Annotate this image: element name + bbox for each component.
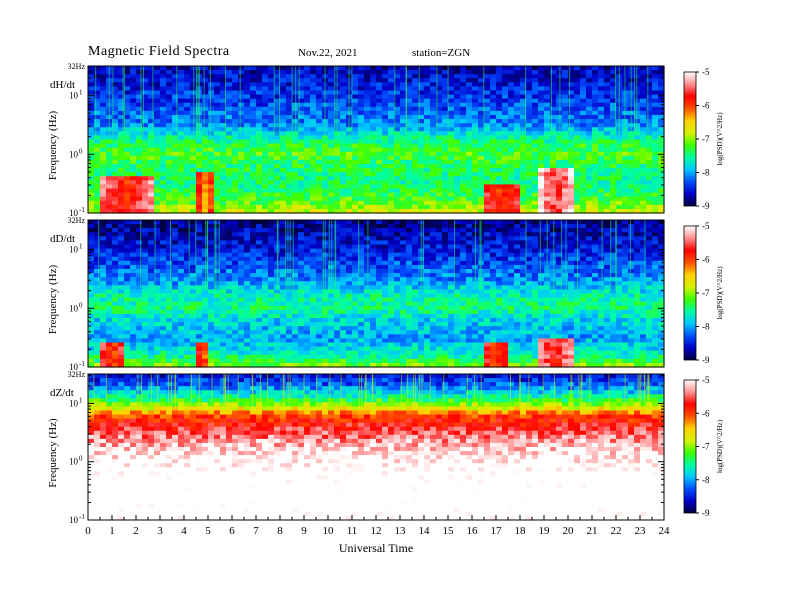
colorbar-tick-label: -9 <box>702 201 710 211</box>
x-tick-label: 14 <box>419 525 431 537</box>
colorbar-tick-label: -6 <box>702 408 710 418</box>
y-tick-exponent: 0 <box>79 301 83 309</box>
heatmap-cells <box>88 66 665 214</box>
x-tick-label: 22 <box>611 525 622 537</box>
chart-date: Nov.22, 2021 <box>298 47 358 59</box>
x-tick-label: 11 <box>347 525 358 537</box>
panel-frame <box>87 65 665 214</box>
y-ticks <box>88 67 664 214</box>
y-tick-exponent: 0 <box>79 147 83 155</box>
y-tick-exponent: -1 <box>79 513 85 521</box>
colorbar-label: log(PSD)(V^2/Hz) <box>716 266 724 320</box>
x-tick-label: 20 <box>563 525 575 537</box>
x-tick-label: 18 <box>515 525 527 537</box>
x-tick-label: 3 <box>157 525 163 537</box>
colorbar-tick-label: -5 <box>702 67 710 77</box>
x-tick-label: 7 <box>253 525 259 537</box>
x-tick-label: 6 <box>229 525 235 537</box>
x-tick-label: 4 <box>181 525 187 537</box>
y-tick-label: 32Hz <box>68 62 86 71</box>
y-tick-label: 10 <box>69 91 79 101</box>
y-axis-label: Frequency (Hz) <box>47 265 59 335</box>
y-tick-exponent: 0 <box>79 455 83 463</box>
y-tick-exponent: 1 <box>79 396 83 404</box>
y-ticks <box>88 221 664 368</box>
colorbar-tick-label: -5 <box>702 375 710 385</box>
x-tick-label: 2 <box>133 525 139 537</box>
colorbar: -5 -6 -7 -8 -9 log(PSD)(V^2/Hz) <box>683 67 724 211</box>
y-axis-label: Frequency (Hz) <box>47 418 59 488</box>
colorbar-tick-label: -5 <box>702 221 710 231</box>
colorbar-tick-label: -8 <box>702 475 710 485</box>
noise-striations <box>95 66 649 137</box>
colorbar-tick-label: -9 <box>702 355 710 365</box>
colorbar-label: log(PSD)(V^2/Hz) <box>716 419 724 473</box>
y-tick-label: 10 <box>69 515 79 525</box>
y-tick-label: 10 <box>69 362 79 372</box>
y-tick-label: 10 <box>69 303 79 313</box>
station-label: station=ZGN <box>412 47 471 59</box>
heatmap-cells <box>88 374 665 521</box>
noise-striations <box>87 374 650 410</box>
y-tick-label: 32Hz <box>68 216 86 225</box>
x-tick-label: 23 <box>635 525 647 537</box>
y-tick-exponent: -1 <box>79 206 85 214</box>
x-axis-label: Universal Time <box>339 541 413 555</box>
colorbar: -5 -6 -7 -8 -9 log(PSD)(V^2/Hz) <box>683 375 724 518</box>
y-tick-label: 10 <box>69 208 79 218</box>
heatmap-cells <box>88 220 665 368</box>
noise-striations <box>98 220 646 291</box>
y-tick-label: 32Hz <box>68 370 86 379</box>
y-tick-label: 10 <box>69 149 79 159</box>
x-tick-label: 24 <box>659 525 671 537</box>
y-tick-exponent: -1 <box>79 360 85 368</box>
x-tick-label: 16 <box>467 525 479 537</box>
x-tick-label: 12 <box>371 525 382 537</box>
colorbar-tick-label: -8 <box>702 322 710 332</box>
component-label: dH/dt <box>50 79 75 91</box>
component-label: dD/dt <box>50 233 75 245</box>
y-tick-label: 10 <box>69 457 79 467</box>
colorbar-tick-label: -6 <box>702 255 710 265</box>
x-tick-label: 15 <box>443 525 455 537</box>
x-tick-label: 13 <box>395 525 407 537</box>
colorbar-tick-label: -7 <box>702 288 710 298</box>
x-tick-label: 8 <box>277 525 283 537</box>
panel-frame <box>87 219 665 368</box>
chart-title: Magnetic Field Spectra <box>88 44 230 59</box>
colorbar-tick-label: -9 <box>702 508 710 518</box>
colorbar-tick-label: -7 <box>702 134 710 144</box>
x-tick-label: 19 <box>539 525 551 537</box>
y-axis-label: Frequency (Hz) <box>47 111 59 181</box>
y-tick-exponent: 1 <box>79 89 83 97</box>
x-tick-label: 5 <box>205 525 211 537</box>
x-tick-label: 0 <box>85 525 91 537</box>
y-tick-label: 10 <box>69 245 79 255</box>
colorbar: -5 -6 -7 -8 -9 log(PSD)(V^2/Hz) <box>683 221 724 365</box>
component-label: dZ/dt <box>50 387 74 399</box>
x-tick-label: 1 <box>109 525 115 537</box>
y-tick-exponent: 1 <box>79 243 83 251</box>
x-tick-label: 10 <box>323 525 335 537</box>
x-tick-label: 21 <box>587 525 598 537</box>
y-tick-label: 10 <box>69 398 79 408</box>
colorbar-tick-label: -8 <box>702 168 710 178</box>
y-ticks <box>88 375 664 521</box>
colorbar-tick-label: -6 <box>702 101 710 111</box>
x-tick-label: 17 <box>491 525 503 537</box>
colorbar-label: log(PSD)(V^2/Hz) <box>716 112 724 166</box>
x-tick-label: 9 <box>301 525 307 537</box>
colorbar-tick-label: -7 <box>702 442 710 452</box>
